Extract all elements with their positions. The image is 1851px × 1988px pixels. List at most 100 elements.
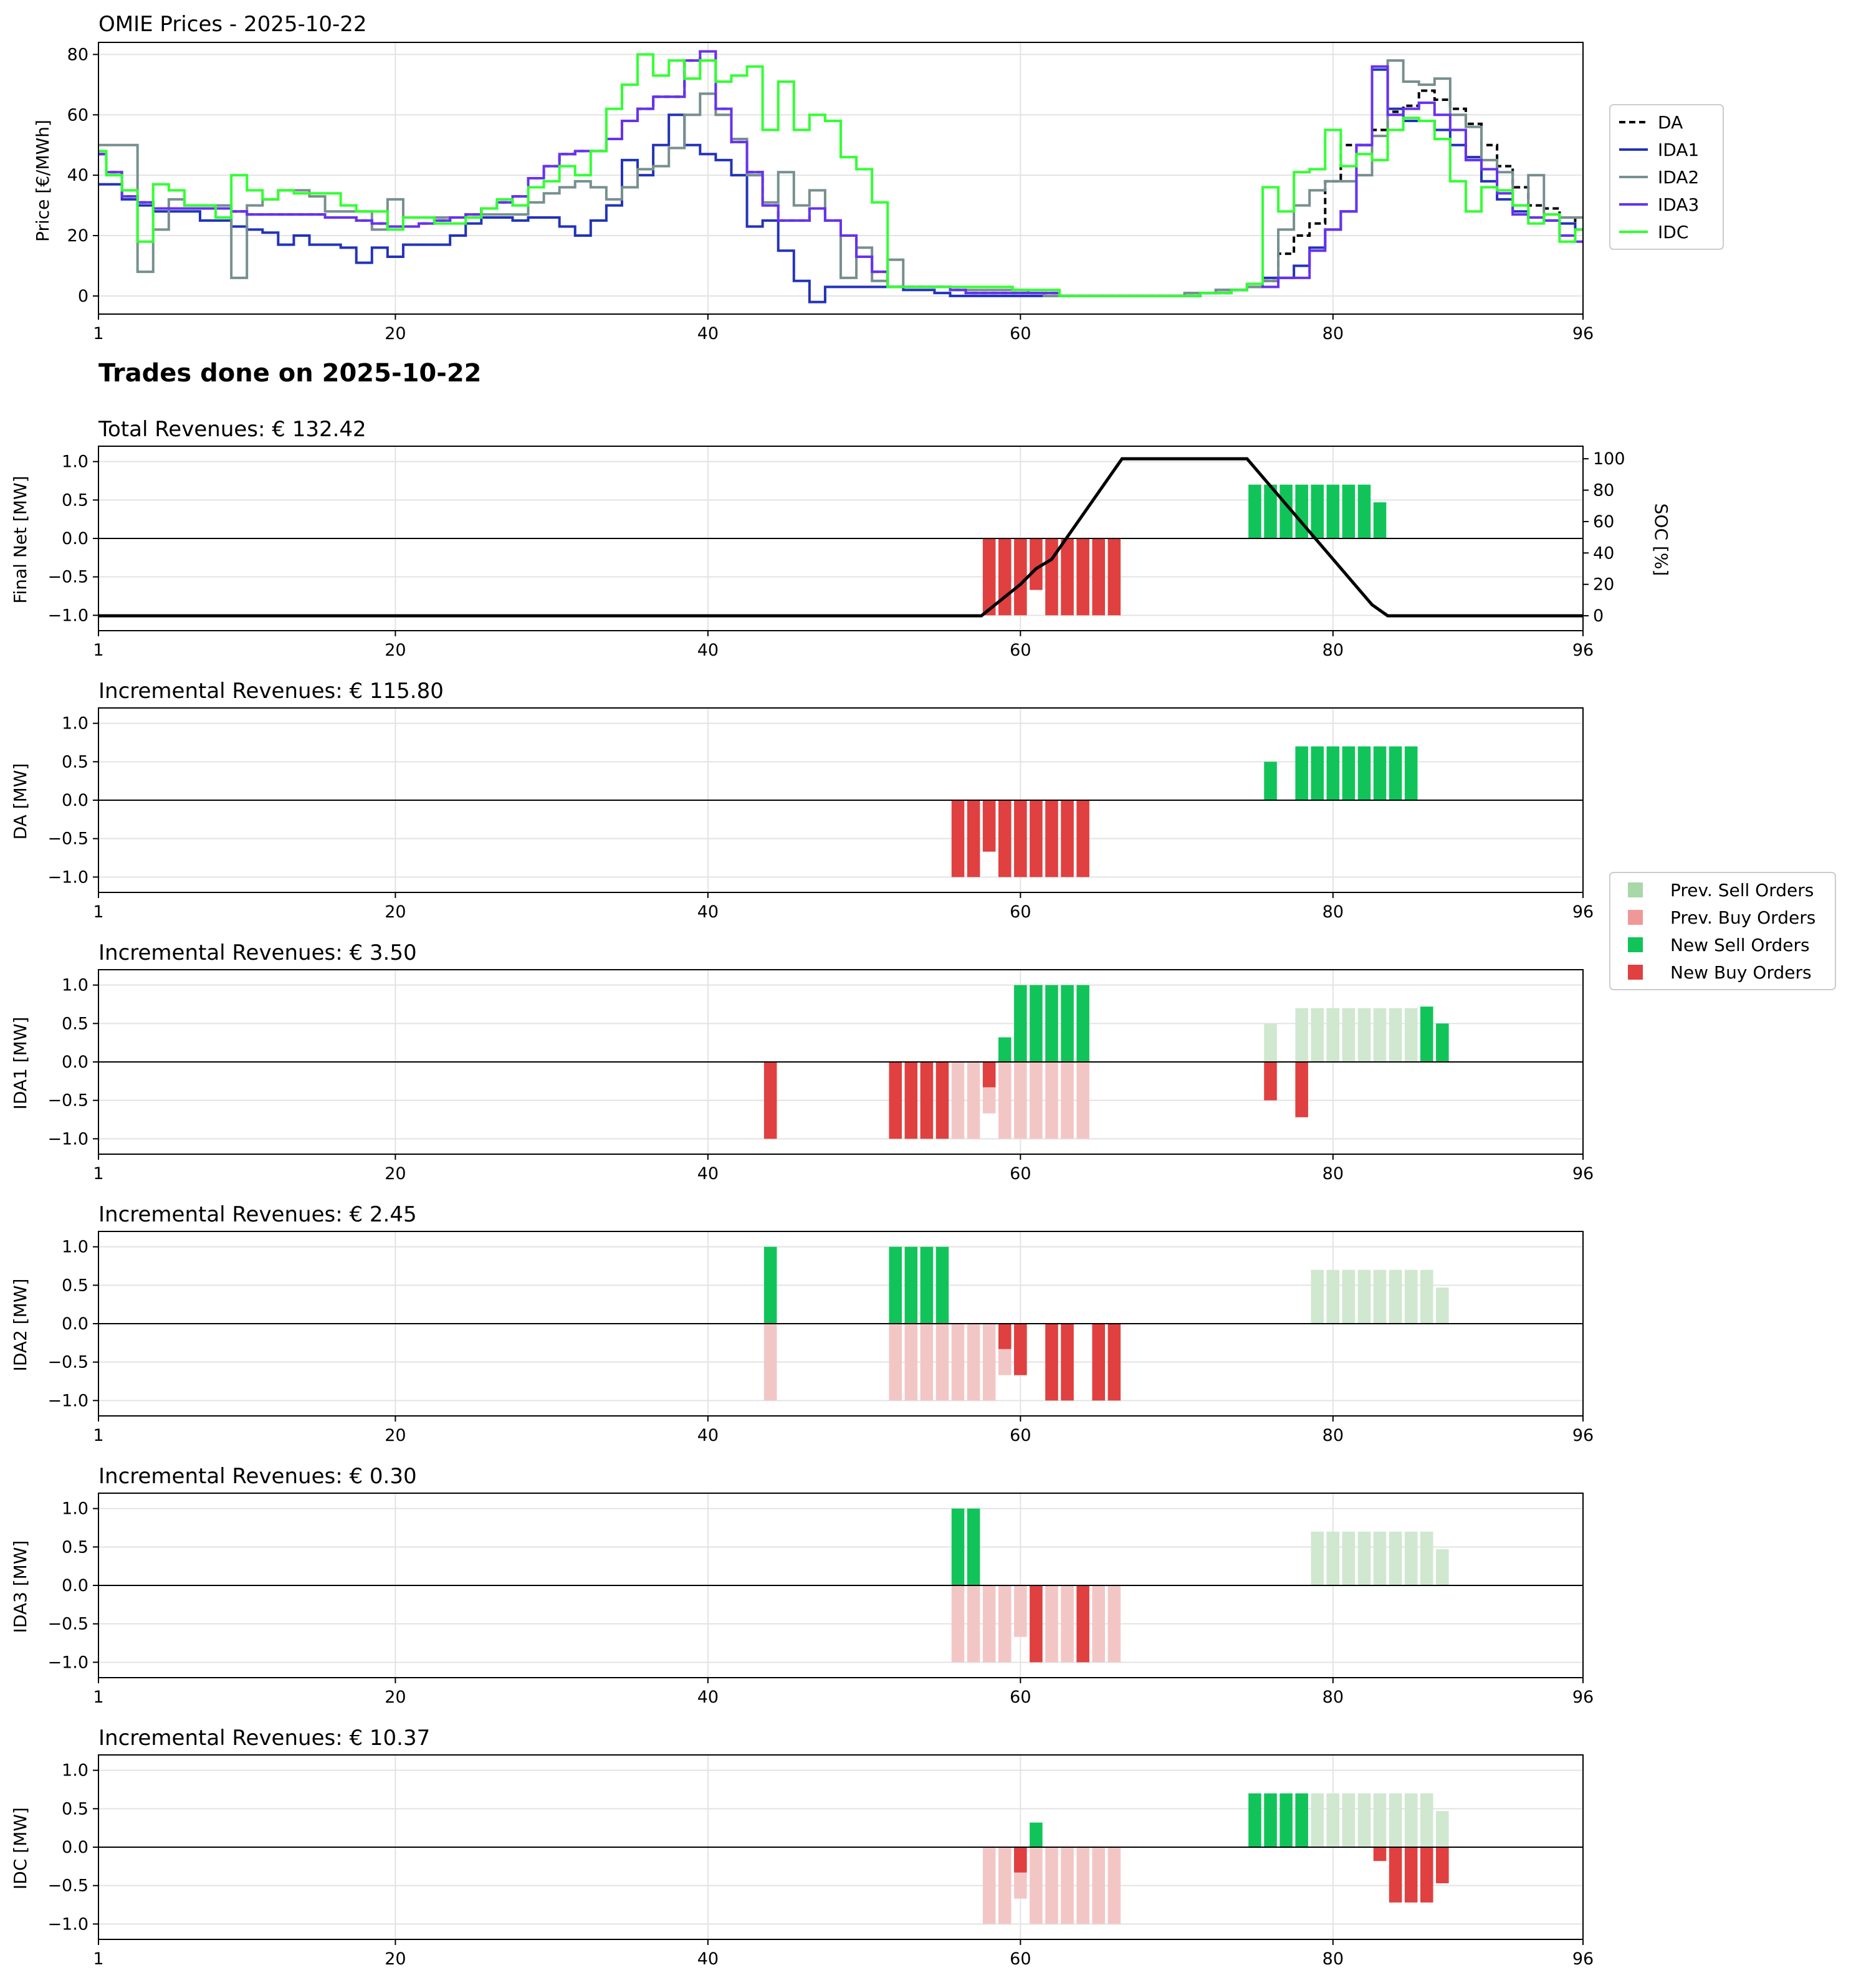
price-x-tick-label: 96: [1572, 324, 1594, 343]
ida1-y-tick-label: −0.5: [47, 1091, 88, 1111]
ida2-bar-new-buy: [1107, 1324, 1121, 1401]
ida2-bar-new-sell: [920, 1246, 934, 1324]
final-x-tick-label: 20: [385, 641, 406, 660]
ida1-x-tick-label: 1: [93, 1164, 103, 1183]
final-bar-new-sell: [1248, 484, 1261, 538]
ida2-x-tick-label: 60: [1010, 1426, 1031, 1445]
da-bar-new-buy: [1045, 800, 1058, 877]
ida3-bar-new-buy: [1076, 1585, 1089, 1663]
ida2-bar-new-sell: [889, 1246, 902, 1324]
final-x-tick-label: 40: [697, 641, 719, 660]
ida1-bar-prev-sell: [1295, 1008, 1308, 1062]
price-legend: DA IDA1 IDA2 IDA3 IDC: [1609, 104, 1724, 250]
price-y-tick-label: 20: [67, 226, 88, 246]
ida2-bar-prev-buy: [904, 1324, 918, 1401]
soc-y-tick-label: 80: [1593, 481, 1614, 500]
soc-axis-label: SOC [%]: [1651, 504, 1672, 576]
ida3-bar-prev-buy: [982, 1585, 996, 1663]
idc-bar-prev-sell: [1342, 1793, 1356, 1847]
ida1-bar-prev-buy: [1061, 1062, 1074, 1139]
idc-bar-prev-sell: [1420, 1793, 1433, 1847]
soc-y-tick-label: 100: [1593, 449, 1625, 469]
price-series-ida2: [98, 59, 1583, 297]
ida2-x-tick-label: 40: [697, 1426, 719, 1445]
da-bar-new-buy: [998, 800, 1012, 877]
price-frame: [98, 42, 1584, 315]
ida1-bar-new-buy: [763, 1062, 777, 1139]
ida1-bar-prev-sell: [1373, 1008, 1387, 1062]
ida1-x-tick-label: 20: [385, 1164, 406, 1183]
da-x-tick-label: 20: [385, 902, 406, 922]
legend-label-ida1: IDA1: [1658, 140, 1699, 160]
ida1-bar-prev-sell: [1264, 1023, 1277, 1062]
price-y-tick-label: 80: [67, 45, 88, 64]
ida3-y-tick-label: −0.5: [47, 1615, 88, 1634]
idc-bar-new-sell: [1264, 1793, 1277, 1847]
ida2-bar-prev-sell: [1357, 1269, 1371, 1324]
final-net-chart-title: Total Revenues: € 132.42: [98, 417, 366, 442]
ida2-chart: Incremental Revenues: € 2.45 IDA2 [MW] 1…: [10, 1202, 1594, 1445]
final-bar-new-buy: [1014, 538, 1027, 616]
ida3-bar-prev-sell: [1389, 1531, 1402, 1585]
price-series-idc: [98, 53, 1583, 297]
ida3-bar-prev-buy: [1045, 1585, 1058, 1663]
ida2-x-tick-label: 20: [385, 1426, 406, 1445]
ida1-bar-new-sell: [1045, 985, 1058, 1062]
ida2-bar-new-buy: [998, 1324, 1012, 1349]
ida3-bar-prev-sell: [1420, 1531, 1433, 1585]
da-chart: Incremental Revenues: € 115.80 DA [MW] 1…: [10, 679, 1594, 922]
price-x-tick-label: 80: [1322, 324, 1344, 343]
price-axis-label: Price [€/MWh]: [32, 120, 53, 242]
idc-bar-new-buy: [1436, 1847, 1449, 1883]
final-y-tick-label: −0.5: [47, 568, 88, 587]
da-bar-new-buy: [1014, 800, 1027, 877]
soc-line: [98, 457, 1583, 618]
final-x-tick-label: 80: [1322, 641, 1344, 660]
da-y-tick-label: 1.0: [62, 714, 88, 734]
ida1-x-tick-label: 60: [1010, 1164, 1031, 1183]
ida1-bar-new-buy: [904, 1062, 918, 1139]
ida2-bar-prev-sell: [1373, 1269, 1387, 1324]
ida3-bar-prev-buy: [1107, 1585, 1121, 1663]
ida1-axis-label: IDA1 [MW]: [10, 1017, 31, 1110]
ida2-frame: [98, 1231, 1584, 1417]
final-net-axis-label: Final Net [MW]: [10, 475, 31, 603]
legend-label-new-buy: New Buy Orders: [1670, 962, 1812, 983]
da-bar-new-buy: [967, 800, 980, 877]
ida2-bar-new-buy: [1061, 1324, 1074, 1401]
da-bar-new-buy: [1061, 800, 1074, 877]
da-bar-new-buy: [982, 800, 996, 852]
ida3-bar-new-sell: [951, 1508, 965, 1585]
ida2-bar-prev-buy: [920, 1324, 934, 1401]
idc-y-tick-label: −0.5: [47, 1876, 88, 1896]
idc-bar-prev-sell: [1404, 1793, 1418, 1847]
ida1-bar-prev-sell: [1311, 1008, 1324, 1062]
price-y-tick-label: 0: [78, 287, 88, 306]
final-bar-new-sell: [1342, 484, 1356, 538]
soc-y-tick-label: 40: [1593, 543, 1614, 563]
idc-bar-prev-sell: [1357, 1793, 1371, 1847]
ida1-y-tick-label: 0.5: [62, 1014, 88, 1033]
ida2-x-tick-label: 1: [93, 1426, 103, 1445]
soc-y-tick-label: 60: [1593, 512, 1614, 532]
ida1-chart: Incremental Revenues: € 3.50 IDA1 [MW] 1…: [10, 940, 1594, 1183]
final-x-tick-label: 96: [1572, 641, 1594, 660]
idc-bar-prev-sell: [1326, 1793, 1340, 1847]
ida3-bar-prev-buy: [951, 1585, 965, 1663]
final-bar-new-sell: [1295, 484, 1308, 538]
ida1-bar-new-buy: [1295, 1062, 1308, 1117]
price-chart-title: OMIE Prices - 2025-10-22: [98, 12, 367, 37]
final-bar-new-buy: [1107, 538, 1121, 616]
ida3-axis-label: IDA3 [MW]: [10, 1541, 31, 1633]
ida2-bar-prev-buy: [935, 1324, 949, 1401]
ida3-bar-prev-buy: [967, 1585, 980, 1663]
idc-bar-new-buy: [1404, 1847, 1418, 1903]
da-y-tick-label: 0.0: [62, 791, 88, 810]
final-net-chart: Total Revenues: € 132.42 Final Net [MW] …: [10, 417, 1672, 660]
legend-label-prev-buy: Prev. Buy Orders: [1670, 907, 1815, 928]
ida1-bar-new-buy: [889, 1062, 902, 1139]
ida1-bar-prev-buy: [1030, 1062, 1043, 1139]
da-y-tick-label: −0.5: [47, 829, 88, 849]
idc-bar-prev-buy: [1030, 1847, 1043, 1924]
idc-bar-new-buy: [1420, 1847, 1433, 1903]
